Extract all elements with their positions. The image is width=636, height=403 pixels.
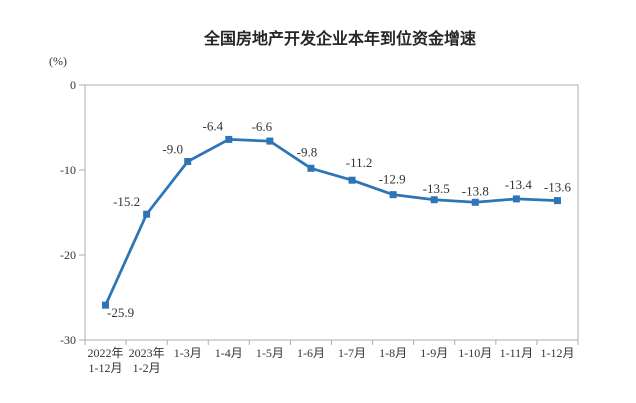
data-point-label: -13.6 <box>544 180 572 195</box>
data-point-marker <box>348 176 356 184</box>
y-axis-tick-label: 0 <box>70 78 76 92</box>
series-line <box>104 138 559 307</box>
x-axis-category-label: 2022年 <box>88 346 124 360</box>
data-point-marker <box>430 196 438 204</box>
data-point-label: -15.2 <box>113 194 140 209</box>
data-point-marker <box>553 197 561 205</box>
data-point-marker <box>225 135 233 143</box>
data-point-marker <box>512 195 520 203</box>
x-axis-category-label: 1-5月 <box>256 346 284 360</box>
data-point-label: -6.6 <box>252 119 273 134</box>
data-point-marker <box>266 137 274 145</box>
x-axis-category-label: 1-7月 <box>338 346 366 360</box>
data-point-marker <box>389 191 397 199</box>
x-axis-category-label: 1-10月 <box>458 346 492 360</box>
data-point-label: -9.8 <box>297 144 318 159</box>
y-axis-tick-label: -30 <box>60 333 76 347</box>
data-point-marker <box>184 158 192 165</box>
data-point-marker <box>471 198 479 206</box>
data-point-marker <box>307 164 315 172</box>
x-axis-category-label: 1-11月 <box>500 346 534 360</box>
x-axis-category-label: 1-3月 <box>174 346 202 360</box>
y-axis-unit-label: (%) <box>49 54 67 68</box>
data-point-label: -6.4 <box>202 118 223 133</box>
x-axis-category-label: 2023年 <box>129 346 165 360</box>
y-axis-tick-label: -20 <box>60 248 76 262</box>
chart-title: 全国房地产开发企业本年到位资金增速 <box>203 29 476 48</box>
x-axis-category-label: 1-12月 <box>540 346 574 360</box>
data-point-marker <box>102 301 110 309</box>
data-point-marker <box>143 210 151 218</box>
x-axis-category-label: 1-6月 <box>297 346 325 360</box>
data-point-label: -13.5 <box>423 181 450 196</box>
data-point-label: -13.4 <box>505 177 533 192</box>
x-axis-category-label: 1-9月 <box>420 346 448 360</box>
data-point-label: -11.2 <box>346 155 373 170</box>
data-point-label: -9.0 <box>162 142 183 157</box>
data-point-label: -25.9 <box>107 305 134 320</box>
y-axis-tick-label: -10 <box>60 163 76 177</box>
x-axis-category-label: 1-4月 <box>215 346 243 360</box>
x-axis-category-label: 1-2月 <box>133 361 161 375</box>
x-axis-category-label: 1-8月 <box>379 346 407 360</box>
x-axis-category-label: 1-12月 <box>89 361 123 375</box>
plot-border <box>84 84 579 341</box>
data-point-label: -13.8 <box>462 183 489 198</box>
data-point-label: -12.9 <box>379 172 406 187</box>
